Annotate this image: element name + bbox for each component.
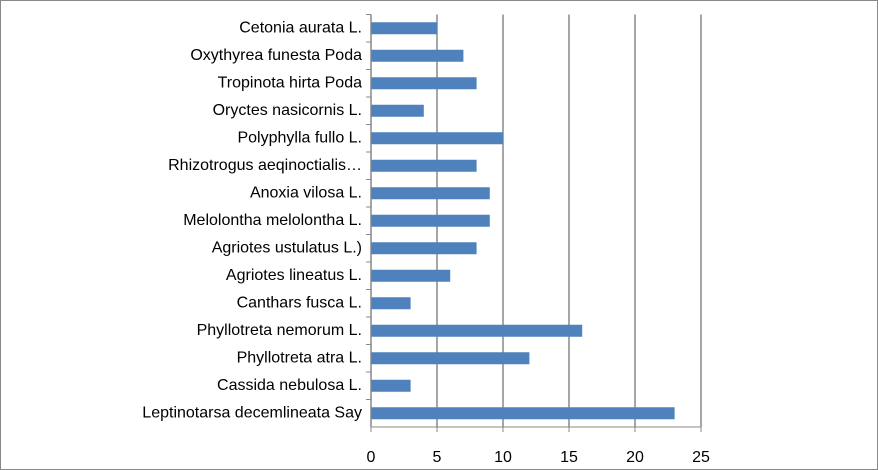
bar — [371, 352, 530, 365]
bar — [371, 297, 411, 310]
x-tick-label: 10 — [494, 449, 512, 466]
x-tick-label: 0 — [367, 449, 376, 466]
bar — [371, 242, 477, 255]
y-tick-label: Melolontha melolontha L. — [183, 212, 362, 229]
y-tick-label: Leptinotarsa decemlineata Say — [142, 404, 362, 421]
x-tick-label: 5 — [433, 449, 442, 466]
y-tick-label: Cassida nebulosa L. — [217, 377, 362, 394]
y-tick-label: Phyllotreta atra L. — [237, 349, 362, 366]
y-tick-label: Canthars fusca L. — [237, 294, 362, 311]
y-tick-label: Anoxia vilosa L. — [250, 184, 362, 201]
bar — [371, 132, 503, 145]
y-tick-label: Oryctes nasicornis L. — [213, 102, 362, 119]
y-tick-label: Oxythyrea funesta Poda — [190, 47, 362, 64]
bar — [371, 22, 437, 35]
y-tick-label: Tropinota hirta Poda — [218, 74, 362, 91]
y-tick-label: Cetonia aurata L. — [239, 19, 362, 36]
x-tick-label: 25 — [692, 449, 710, 466]
bar — [371, 407, 675, 420]
x-tick-label: 15 — [560, 449, 578, 466]
bar — [371, 269, 451, 282]
y-tick-label: Rhizotrogus aeqinoctialis… — [168, 157, 362, 174]
bar — [371, 159, 477, 172]
x-tick-label: 20 — [626, 449, 644, 466]
bar — [371, 324, 583, 337]
y-tick-label: Agriotes lineatus L. — [226, 267, 362, 284]
y-tick-label: Polyphylla fullo L. — [237, 129, 362, 146]
y-tick-label: Phyllotreta nemorum L. — [197, 322, 362, 339]
bar — [371, 77, 477, 90]
bar — [371, 214, 490, 227]
bar — [371, 104, 424, 117]
y-tick-label: Agriotes ustulatus L.) — [212, 239, 362, 256]
bar — [371, 379, 411, 392]
bar — [371, 49, 464, 62]
bar — [371, 187, 490, 200]
